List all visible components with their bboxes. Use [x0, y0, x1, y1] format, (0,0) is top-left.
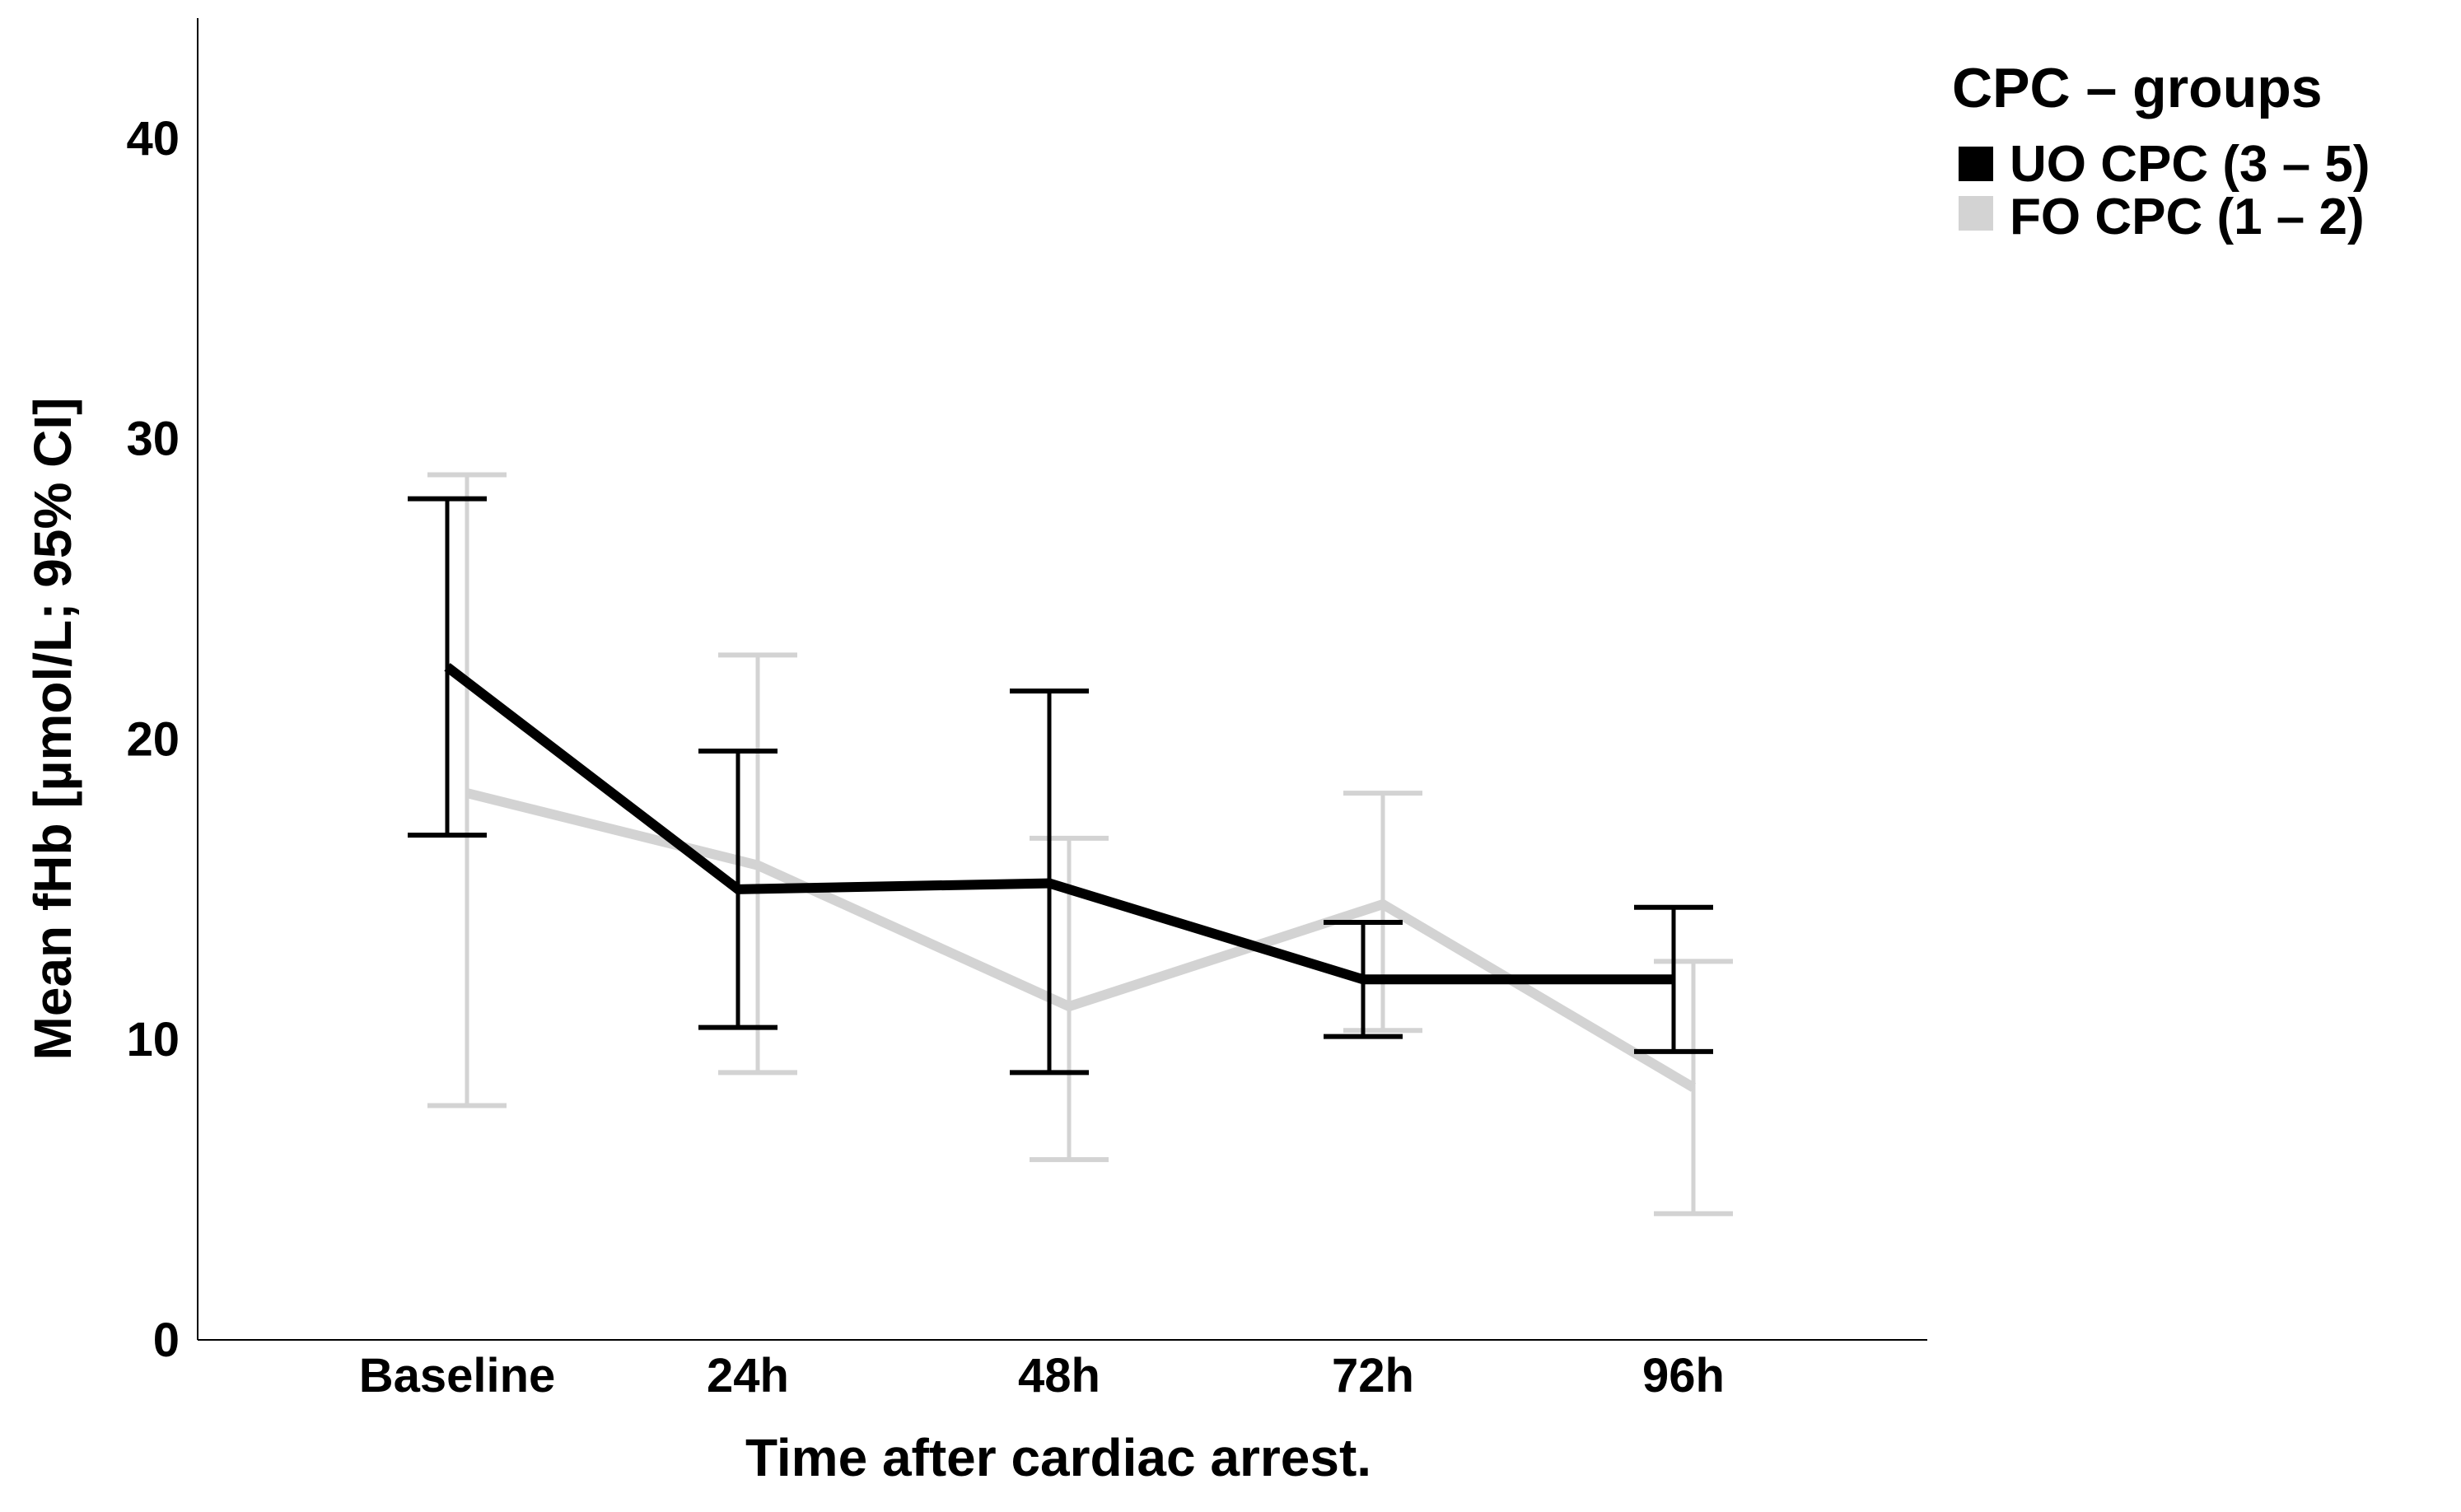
legend: CPC – groups UO CPC (3 – 5) FO CPC (1 – …: [1952, 57, 2370, 245]
legend-swatch-fo: [1959, 196, 1993, 231]
x-axis: Baseline 24h 48h 72h 96h: [359, 1349, 1725, 1402]
y-tick-label: 30: [126, 413, 180, 466]
y-tick-label: 40: [126, 112, 180, 166]
plot-area: [197, 18, 1927, 1341]
legend-label-fo: FO CPC (1 – 2): [2010, 189, 2365, 245]
x-tick-label: Baseline: [359, 1349, 556, 1402]
y-tick-label: 0: [153, 1314, 180, 1367]
series-uo: [408, 496, 1713, 1076]
legend-swatch-uo: [1959, 147, 1993, 181]
series-fo: [427, 472, 1733, 1216]
legend-label-uo: UO CPC (3 – 5): [2010, 136, 2370, 193]
x-tick-label: 96h: [1642, 1349, 1725, 1402]
y-tick-label: 10: [126, 1013, 180, 1066]
series-line: [444, 663, 1674, 985]
x-tick-label: 48h: [1018, 1349, 1100, 1402]
series-layer: [408, 472, 1733, 1216]
y-axis-title: Mean fHb [µmol/L; 95% CI]: [23, 398, 82, 1061]
y-tick-label: 20: [126, 712, 180, 766]
series-line: [465, 788, 1697, 1092]
legend-title: CPC – groups: [1952, 57, 2323, 119]
x-axis-title: Time after cardiac arrest.: [745, 1428, 1371, 1487]
x-tick-label: 72h: [1332, 1349, 1414, 1402]
y-axis: 0 10 20 30 40: [126, 112, 180, 1367]
x-tick-label: 24h: [707, 1349, 789, 1402]
